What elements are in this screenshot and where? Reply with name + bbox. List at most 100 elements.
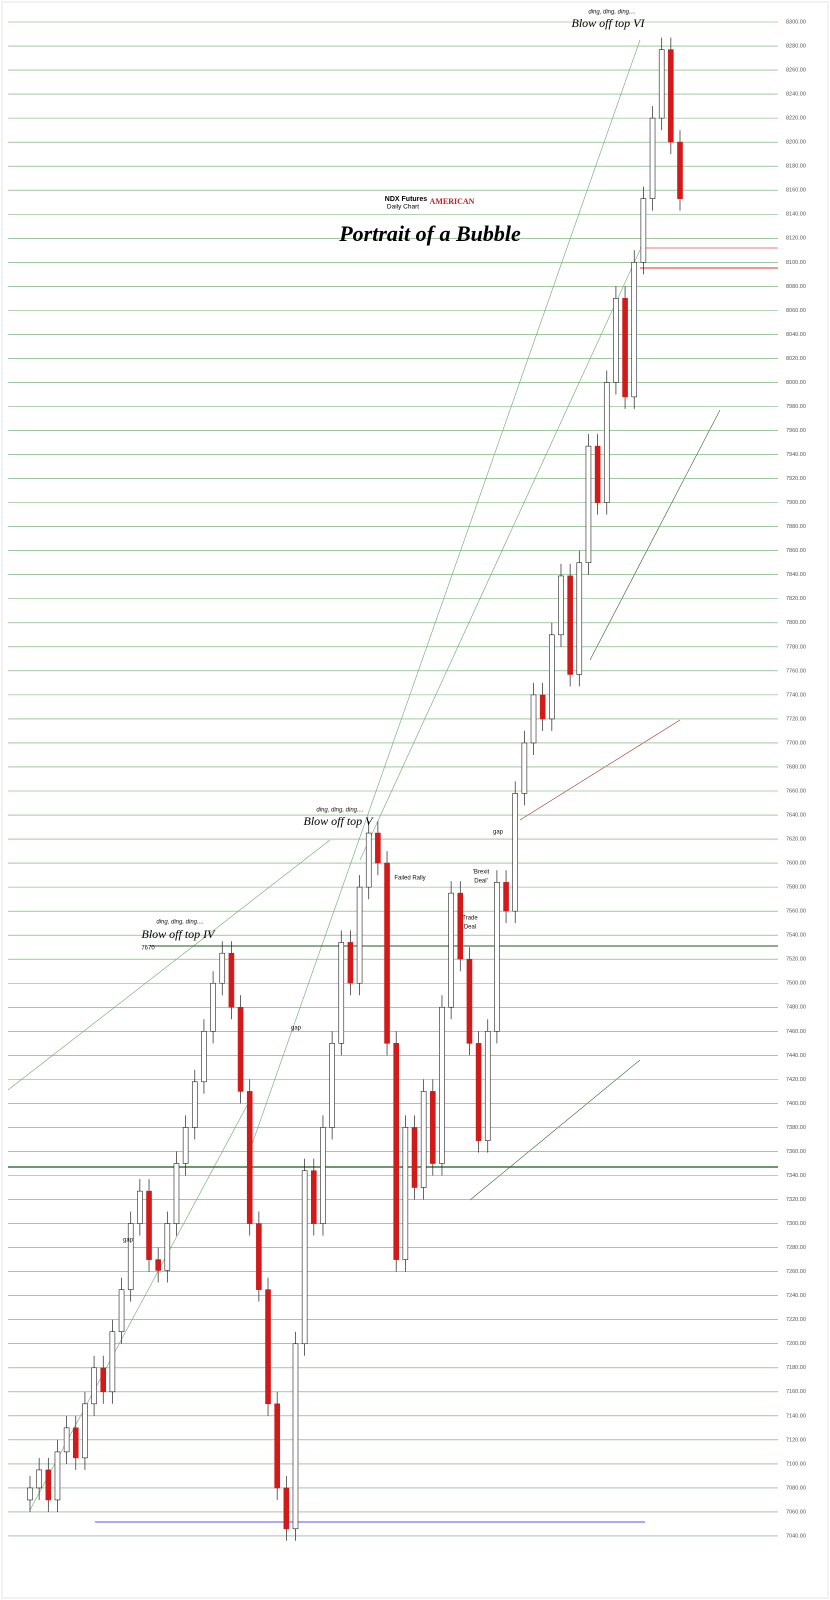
candle-body: [246, 1091, 253, 1224]
y-tick-label: 7160.00: [786, 1389, 806, 1395]
subtitle: Daily Chart: [387, 204, 419, 211]
candle-body: [274, 1403, 280, 1489]
candle-body: [649, 117, 656, 199]
y-tick-label: 7380.00: [786, 1125, 806, 1131]
candle-body: [521, 742, 528, 794]
candle-body: [439, 1006, 445, 1164]
candle-body: [539, 694, 546, 720]
y-tick-label: 7940.00: [786, 452, 806, 458]
y-tick-label: 8120.00: [786, 236, 806, 242]
y-tick-label: 7180.00: [786, 1365, 806, 1371]
candle-body: [594, 445, 601, 503]
candle-body: [338, 942, 345, 1044]
candle-body: [45, 1469, 52, 1501]
trend-line: [589, 409, 721, 661]
annotation: ding, ding, ding....: [316, 808, 363, 814]
y-tick-label: 7520.00: [786, 957, 806, 963]
y-tick-label: 7440.00: [786, 1053, 806, 1059]
candle-body: [567, 575, 573, 675]
candle-body: [640, 198, 647, 263]
y-tick-label: 7820.00: [786, 596, 806, 602]
candle-body: [91, 1367, 97, 1405]
y-tick-label: 7500.00: [786, 981, 806, 987]
y-tick-label: 8280.00: [786, 43, 806, 49]
y-tick-label: 7600.00: [786, 861, 806, 867]
y-tick-label: 8200.00: [786, 140, 806, 146]
candle-body: [256, 1223, 262, 1290]
y-tick-label: 8300.00: [786, 19, 806, 25]
y-tick-label: 7560.00: [786, 909, 806, 915]
y-tick-label: 7120.00: [786, 1437, 806, 1443]
candle-body: [365, 832, 372, 888]
y-tick-label: 7040.00: [786, 1533, 806, 1539]
candle-body: [402, 1127, 409, 1260]
candle-body: [411, 1127, 418, 1188]
candle-body: [219, 952, 226, 984]
trend-line: [519, 719, 681, 821]
y-tick-label: 7880.00: [786, 524, 806, 530]
candle-body: [118, 1289, 125, 1333]
y-tick-label: 8040.00: [786, 332, 806, 338]
y-tick-label: 7260.00: [786, 1269, 806, 1275]
y-tick-label: 8260.00: [786, 68, 806, 74]
y-tick-label: 7240.00: [786, 1293, 806, 1299]
y-tick-label: 7760.00: [786, 668, 806, 674]
y-tick-label: 8020.00: [786, 356, 806, 362]
y-tick-label: 8220.00: [786, 116, 806, 122]
candle-body: [146, 1190, 152, 1260]
chart-title: Portrait of a Bubble: [338, 221, 521, 246]
y-tick-label: 7360.00: [786, 1149, 806, 1155]
candle-body: [475, 1043, 482, 1141]
candle-body: [292, 1343, 299, 1530]
annotation: ding, ding, ding....: [156, 920, 203, 926]
candle-body: [311, 1170, 317, 1224]
y-tick-label: 8000.00: [786, 380, 806, 386]
annotation: gap: [123, 1238, 134, 1244]
annotation: Blow off top V: [304, 814, 375, 828]
y-tick-label: 7060.00: [786, 1509, 806, 1515]
y-tick-label: 7580.00: [786, 885, 806, 891]
candle-body: [494, 882, 500, 1032]
candle-body: [137, 1190, 143, 1224]
candle-body: [210, 982, 216, 1032]
y-tick-label: 7920.00: [786, 476, 806, 482]
y-tick-label: 7300.00: [786, 1221, 806, 1227]
y-tick-label: 7320.00: [786, 1197, 806, 1203]
trend-line: [7, 839, 331, 1091]
y-tick-label: 7620.00: [786, 837, 806, 843]
y-tick-label: 7080.00: [786, 1485, 806, 1491]
candle-body: [301, 1170, 308, 1345]
annotation: ding, ding, ding....: [588, 10, 635, 16]
candle-body: [558, 575, 564, 636]
y-tick-label: 7780.00: [786, 644, 806, 650]
candle-body: [430, 1091, 436, 1164]
y-tick-label: 7480.00: [786, 1005, 806, 1011]
y-tick-label: 7400.00: [786, 1101, 806, 1107]
candle-body: [329, 1043, 335, 1128]
trend-line: [469, 1059, 641, 1201]
candle-body: [503, 882, 509, 912]
annotation: Deal': [474, 879, 488, 885]
candle-body: [164, 1223, 171, 1271]
annotation: Failed Rally: [394, 876, 425, 882]
candle-body: [155, 1259, 161, 1271]
candle-body: [201, 1031, 207, 1083]
y-tick-label: 7140.00: [786, 1413, 806, 1419]
candle-body: [237, 1006, 244, 1092]
annotation: Trade: [462, 916, 478, 922]
trend-line: [359, 249, 641, 861]
candles: [27, 37, 683, 1541]
y-tick-label: 7540.00: [786, 933, 806, 939]
candle-body: [393, 1043, 399, 1260]
candle-body: [658, 49, 665, 119]
candle-body: [127, 1223, 134, 1290]
y-tick-label: 7840.00: [786, 572, 806, 578]
candle-body: [466, 958, 473, 1044]
subtitle: NDX Futures: [385, 196, 428, 203]
y-tick-label: 7720.00: [786, 716, 806, 722]
logo: AMERICAN: [430, 197, 475, 206]
annotation: Blow off top VI: [572, 16, 646, 30]
candle-body: [484, 1031, 491, 1141]
candle-body: [585, 445, 592, 564]
